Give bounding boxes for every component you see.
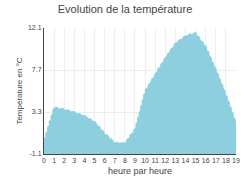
svg-text:3.3: 3.3 bbox=[32, 108, 42, 115]
svg-text:16: 16 bbox=[202, 157, 210, 164]
svg-text:1: 1 bbox=[52, 157, 56, 164]
svg-text:6: 6 bbox=[103, 157, 107, 164]
svg-text:Evolution de la température: Evolution de la température bbox=[58, 3, 193, 15]
svg-text:14: 14 bbox=[182, 157, 190, 164]
svg-text:18: 18 bbox=[222, 157, 230, 164]
svg-text:2: 2 bbox=[62, 157, 66, 164]
svg-text:Température en °C: Température en °C bbox=[15, 57, 24, 124]
svg-text:9: 9 bbox=[133, 157, 137, 164]
svg-text:19: 19 bbox=[232, 157, 240, 164]
svg-text:0: 0 bbox=[42, 157, 46, 164]
svg-text:7.7: 7.7 bbox=[32, 66, 42, 73]
svg-text:12: 12 bbox=[161, 157, 169, 164]
svg-text:heure par heure: heure par heure bbox=[108, 166, 172, 176]
svg-text:-1.1: -1.1 bbox=[30, 150, 42, 157]
svg-text:15: 15 bbox=[192, 157, 200, 164]
svg-text:4: 4 bbox=[82, 157, 86, 164]
svg-text:5: 5 bbox=[93, 157, 97, 164]
svg-text:17: 17 bbox=[212, 157, 220, 164]
svg-text:11: 11 bbox=[152, 157, 159, 164]
svg-text:8: 8 bbox=[123, 157, 127, 164]
svg-text:7: 7 bbox=[113, 157, 117, 164]
svg-text:13: 13 bbox=[171, 157, 179, 164]
svg-text:12.1: 12.1 bbox=[28, 24, 42, 31]
svg-text:10: 10 bbox=[141, 157, 149, 164]
svg-text:3: 3 bbox=[72, 157, 76, 164]
